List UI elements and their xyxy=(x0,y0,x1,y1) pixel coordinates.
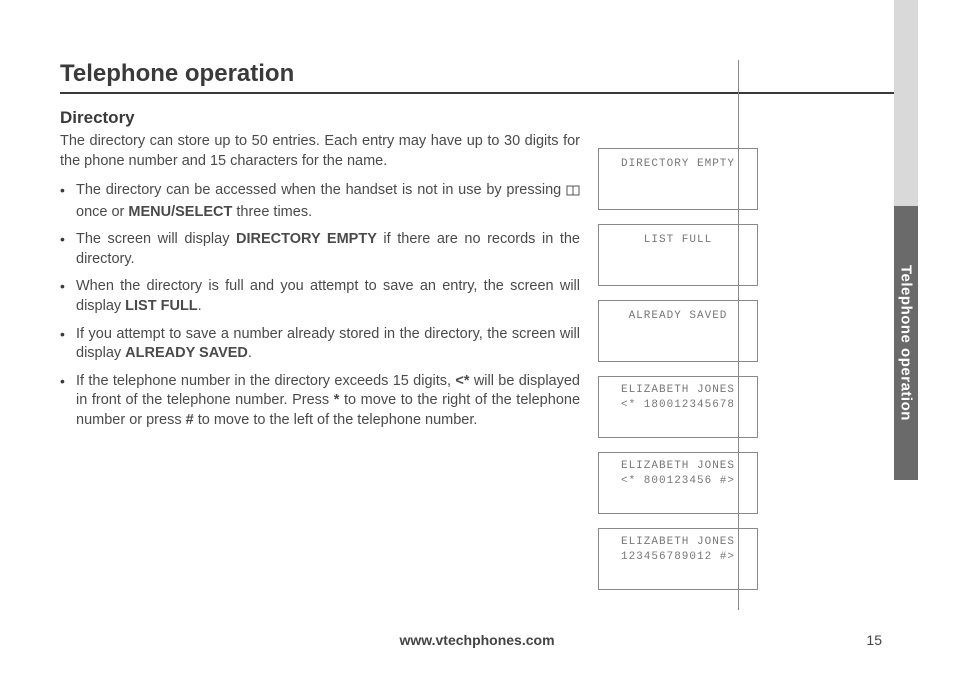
bullet-text: The directory can be accessed when the h… xyxy=(76,182,566,198)
lcd-screen: DIRECTORY EMPTY xyxy=(598,148,758,210)
section-heading: Directory xyxy=(60,108,580,128)
lcd-line: ELIZABETH JONES xyxy=(621,535,735,550)
bullet-item: If the telephone number in the directory… xyxy=(60,372,580,431)
side-tab-light xyxy=(894,0,918,206)
bullet-text: once or xyxy=(76,204,128,220)
bullet-bold: # xyxy=(186,412,194,428)
lcd-screen: ELIZABETH JONES <* 800123456 #> xyxy=(598,452,758,514)
screens-column: DIRECTORY EMPTY LIST FULL ALREADY SAVED … xyxy=(598,108,768,590)
directory-icon xyxy=(566,183,580,203)
manual-page: Telephone operation Telephone operation … xyxy=(0,0,954,682)
bullet-bold: LIST FULL xyxy=(125,298,198,314)
lcd-screen: ELIZABETH JONES <* 180012345678 xyxy=(598,376,758,438)
bullet-text: . xyxy=(248,345,252,361)
lcd-screen: ELIZABETH JONES 123456789012 #> xyxy=(598,528,758,590)
bullet-bold: MENU/SELECT xyxy=(128,204,232,220)
lcd-line: <* 180012345678 xyxy=(621,398,735,413)
bullet-text: . xyxy=(198,298,202,314)
side-tab: Telephone operation xyxy=(894,0,918,480)
bullet-item: When the directory is full and you attem… xyxy=(60,277,580,316)
lcd-line: 123456789012 #> xyxy=(621,550,735,565)
footer-url: www.vtechphones.com xyxy=(0,632,954,648)
lcd-line: ALREADY SAVED xyxy=(629,309,728,324)
bullet-item: If you attempt to save a number already … xyxy=(60,325,580,364)
bullet-text: three times. xyxy=(232,204,312,220)
lcd-line: DIRECTORY EMPTY xyxy=(621,157,735,172)
bullet-text: If the telephone number in the directory… xyxy=(76,373,455,389)
lcd-line: LIST FULL xyxy=(644,233,712,248)
lcd-line: ELIZABETH JONES xyxy=(621,383,735,398)
bullet-text: The screen will display xyxy=(76,231,236,247)
lcd-screen: LIST FULL xyxy=(598,224,758,286)
text-column: Directory The directory can store up to … xyxy=(60,108,580,590)
bullet-text: to move to the left of the telephone num… xyxy=(194,412,478,428)
bullet-item: The screen will display DIRECTORY EMPTY … xyxy=(60,230,580,269)
side-tab-dark: Telephone operation xyxy=(894,206,918,480)
intro-paragraph: The directory can store up to 50 entries… xyxy=(60,132,580,171)
bullet-bold: DIRECTORY EMPTY xyxy=(236,231,377,247)
bullet-bold: < xyxy=(455,373,463,389)
vertical-divider xyxy=(738,60,739,610)
lcd-line: <* 800123456 #> xyxy=(621,474,735,489)
side-tab-label: Telephone operation xyxy=(898,265,915,421)
lcd-line: ELIZABETH JONES xyxy=(621,459,735,474)
page-number: 15 xyxy=(866,632,882,648)
bullet-item: The directory can be accessed when the h… xyxy=(60,181,580,222)
content-row: Directory The directory can store up to … xyxy=(60,108,894,590)
bullet-list: The directory can be accessed when the h… xyxy=(60,181,580,430)
lcd-screen: ALREADY SAVED xyxy=(598,300,758,362)
bullet-bold: ALREADY SAVED xyxy=(125,345,248,361)
page-title: Telephone operation xyxy=(60,60,894,94)
